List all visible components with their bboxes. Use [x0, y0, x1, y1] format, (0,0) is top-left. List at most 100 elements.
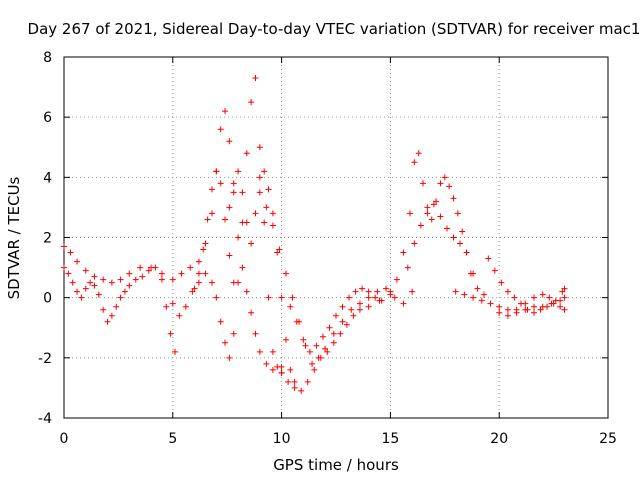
data-point-marker	[248, 240, 255, 247]
data-point-marker	[548, 300, 555, 307]
data-point-marker	[230, 279, 237, 286]
data-point-marker	[176, 312, 183, 319]
data-point-marker	[95, 291, 102, 298]
data-point-marker	[350, 312, 357, 319]
x-tick-label: 5	[168, 431, 177, 447]
y-tick-label: 2	[43, 231, 52, 247]
data-point-marker	[417, 222, 424, 229]
data-point-marker	[537, 306, 544, 313]
data-point-marker	[452, 288, 459, 295]
data-point-marker	[200, 246, 207, 253]
data-point-marker	[217, 318, 224, 325]
data-point-marker	[278, 369, 285, 376]
data-point-marker	[182, 303, 189, 310]
data-point-marker	[256, 174, 263, 181]
data-point-marker	[252, 330, 259, 337]
data-point-marker	[263, 360, 270, 367]
data-point-marker	[504, 306, 511, 313]
data-point-marker	[191, 285, 198, 292]
data-point-marker	[158, 276, 165, 283]
data-point-marker	[531, 309, 538, 316]
data-point-marker	[343, 321, 350, 328]
data-point-marker	[424, 210, 431, 217]
x-tick-label: 25	[599, 431, 617, 447]
data-point-marker	[302, 342, 309, 349]
data-point-marker	[126, 270, 133, 277]
data-point-marker	[208, 186, 215, 193]
data-point-marker	[213, 294, 220, 301]
data-point-marker	[204, 216, 211, 223]
data-point-marker	[346, 294, 353, 301]
chart-title: Day 267 of 2021, Sidereal Day-to-day VTE…	[28, 20, 640, 38]
data-point-marker	[474, 285, 481, 292]
series-sat-track-j	[452, 288, 568, 316]
data-point-marker	[208, 279, 215, 286]
data-point-marker	[424, 204, 431, 211]
data-point-marker	[491, 267, 498, 274]
data-point-marker	[226, 252, 233, 259]
data-point-marker	[169, 300, 176, 307]
x-axis-label: GPS time / hours	[273, 456, 399, 474]
data-point-marker	[269, 222, 276, 229]
data-point-marker	[163, 303, 170, 310]
data-point-marker	[504, 288, 511, 295]
data-point-marker	[269, 366, 276, 373]
axis-ticks: 0 5 10 15 20 25 -4 -2 0 2 4 6 8	[38, 50, 617, 447]
data-point-marker	[230, 189, 237, 196]
data-point-marker	[306, 348, 313, 355]
series-sat-track-h	[404, 201, 477, 277]
data-point-marker	[352, 288, 359, 295]
data-point-marker	[100, 306, 107, 313]
data-point-marker	[437, 213, 444, 220]
data-point-marker	[167, 330, 174, 337]
data-point-marker	[461, 291, 468, 298]
data-point-marker	[339, 318, 346, 325]
data-point-marker	[430, 201, 437, 208]
data-point-marker	[195, 279, 202, 286]
data-point-marker	[498, 279, 505, 286]
data-point-marker	[400, 249, 407, 256]
data-point-marker	[117, 294, 124, 301]
data-point-marker	[282, 336, 289, 343]
y-tick-label: 4	[43, 170, 52, 186]
data-point-marker	[235, 168, 242, 175]
data-point-marker	[171, 348, 178, 355]
data-point-marker	[222, 108, 229, 115]
data-point-marker	[67, 249, 74, 256]
data-point-marker	[552, 297, 559, 304]
data-point-marker	[441, 174, 448, 181]
data-point-marker	[289, 294, 296, 301]
series-sat-track-g	[387, 150, 487, 298]
data-point-marker	[356, 300, 363, 307]
data-point-marker	[317, 354, 324, 361]
data-point-marker	[158, 270, 165, 277]
data-point-marker	[235, 234, 242, 241]
data-point-marker	[291, 378, 298, 385]
data-point-marker	[522, 306, 529, 313]
data-point-marker	[113, 303, 120, 310]
y-tick-label: -2	[38, 351, 52, 367]
data-point-marker	[319, 333, 326, 340]
data-point-marker	[222, 339, 229, 346]
data-point-marker	[326, 324, 333, 331]
data-point-marker	[393, 276, 400, 283]
x-tick-label: 20	[490, 431, 508, 447]
data-point-marker	[400, 300, 407, 307]
data-point-marker	[265, 186, 272, 193]
series-sat-track-f	[278, 291, 394, 394]
data-point-marker	[454, 210, 461, 217]
data-point-marker	[261, 219, 268, 226]
data-point-marker	[383, 285, 390, 292]
data-point-marker	[222, 216, 229, 223]
data-point-marker	[263, 204, 270, 211]
data-point-marker	[404, 264, 411, 271]
data-point-marker	[539, 303, 546, 310]
data-point-marker	[348, 306, 355, 313]
data-point-marker	[391, 294, 398, 301]
data-point-marker	[217, 126, 224, 133]
x-tick-label: 15	[381, 431, 399, 447]
data-point-marker	[256, 144, 263, 151]
data-point-marker	[208, 210, 215, 217]
data-point-marker	[485, 255, 492, 262]
data-point-marker	[256, 348, 263, 355]
